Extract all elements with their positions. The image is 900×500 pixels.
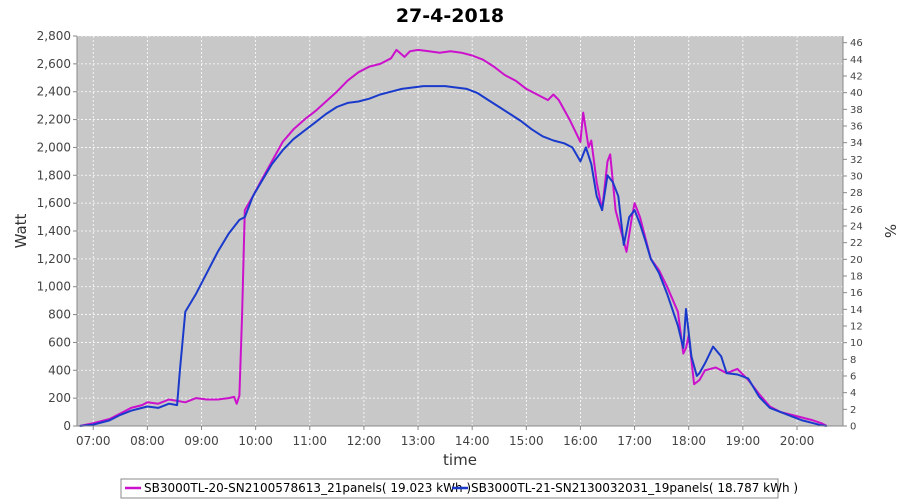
y-tick-label: 2,400 bbox=[37, 85, 71, 99]
x-tick-label: 07:00 bbox=[76, 434, 111, 448]
y2-tick-label: 24 bbox=[850, 222, 863, 233]
y2-tick-label: 34 bbox=[850, 138, 863, 149]
x-tick-label: 20:00 bbox=[780, 434, 815, 448]
y2-tick-label: 36 bbox=[850, 122, 863, 133]
y2-tick-label: 0 bbox=[850, 422, 856, 433]
y2-axis-label: % bbox=[881, 224, 899, 238]
y2-tick-label: 42 bbox=[850, 72, 863, 83]
x-axis-label: time bbox=[443, 451, 477, 469]
y-tick-label: 2,600 bbox=[37, 57, 71, 71]
y-tick-label: 800 bbox=[48, 308, 71, 322]
y-axis: 0 200 400 600 800 1,000 1,200 1,400 1,600 1,800 2,… bbox=[37, 29, 77, 433]
y-tick-label: 2,800 bbox=[37, 29, 71, 43]
x-tick-label: 11:00 bbox=[292, 434, 327, 448]
y2-tick-label: 32 bbox=[850, 155, 863, 166]
y-tick-label: 600 bbox=[48, 335, 71, 349]
y2-axis: 0246810121416182022242628303234363840424… bbox=[843, 38, 863, 433]
x-tick-label: 09:00 bbox=[184, 434, 219, 448]
y2-tick-label: 40 bbox=[850, 88, 863, 99]
y2-tick-label: 46 bbox=[850, 38, 863, 49]
plot-area bbox=[77, 36, 843, 426]
y2-tick-label: 16 bbox=[850, 288, 863, 299]
x-tick-label: 19:00 bbox=[726, 434, 761, 448]
y2-tick-label: 28 bbox=[850, 188, 863, 199]
y-tick-label: 1,800 bbox=[37, 168, 71, 182]
y-axis-label: Watt bbox=[12, 213, 30, 248]
y2-tick-label: 38 bbox=[850, 105, 863, 116]
y-tick-label: 0 bbox=[63, 419, 71, 433]
y2-tick-label: 2 bbox=[850, 405, 856, 416]
y-tick-label: 1,000 bbox=[37, 280, 71, 294]
legend-box bbox=[120, 478, 779, 499]
x-tick-label: 12:00 bbox=[347, 434, 382, 448]
series-lines bbox=[79, 48, 828, 427]
x-tick-label: 10:00 bbox=[238, 434, 273, 448]
x-tick-label: 13:00 bbox=[401, 434, 436, 448]
y-tick-label: 1,400 bbox=[37, 224, 71, 238]
x-tick-label: 15:00 bbox=[509, 434, 544, 448]
y2-tick-label: 6 bbox=[850, 372, 856, 383]
x-tick-label: 14:00 bbox=[455, 434, 490, 448]
x-tick-label: 18:00 bbox=[671, 434, 706, 448]
y2-tick-label: 44 bbox=[850, 55, 863, 66]
x-tick-label: 17:00 bbox=[617, 434, 652, 448]
y2-tick-label: 26 bbox=[850, 205, 863, 216]
y2-tick-label: 20 bbox=[850, 255, 863, 266]
y2-tick-label: 8 bbox=[850, 355, 856, 366]
y-tick-label: 200 bbox=[48, 391, 71, 405]
x-tick-label: 08:00 bbox=[130, 434, 165, 448]
y2-tick-label: 22 bbox=[850, 238, 863, 249]
y-tick-label: 400 bbox=[48, 363, 71, 377]
y2-tick-label: 12 bbox=[850, 322, 863, 333]
y2-tick-label: 30 bbox=[850, 172, 863, 183]
y2-tick-label: 18 bbox=[850, 272, 863, 283]
y-tick-label: 1,200 bbox=[37, 252, 71, 266]
x-tick-label: 16:00 bbox=[563, 434, 598, 448]
y2-tick-label: 14 bbox=[850, 305, 863, 316]
grid bbox=[77, 35, 843, 427]
legend-label-1: SB3000TL-20-SN2100578613_21panels( 19.02… bbox=[144, 481, 471, 495]
x-axis: 07:00 08:00 09:00 10:00 11:00 12:00 13:00 14:00… bbox=[76, 426, 814, 448]
legend: SB3000TL-20-SN2100578613_21panels( 19.02… bbox=[125, 481, 798, 495]
legend-label-2: SB3000TL-21-SN2130032031_19panels( 18.78… bbox=[471, 481, 798, 495]
y-tick-label: 2,000 bbox=[37, 140, 71, 154]
chart-title: 27-4-2018 bbox=[396, 5, 504, 27]
y2-tick-label: 10 bbox=[850, 338, 863, 349]
y-tick-label: 2,200 bbox=[37, 113, 71, 127]
y-tick-label: 1,600 bbox=[37, 196, 71, 210]
y2-tick-label: 4 bbox=[850, 388, 856, 399]
series-line-2 bbox=[79, 85, 827, 427]
